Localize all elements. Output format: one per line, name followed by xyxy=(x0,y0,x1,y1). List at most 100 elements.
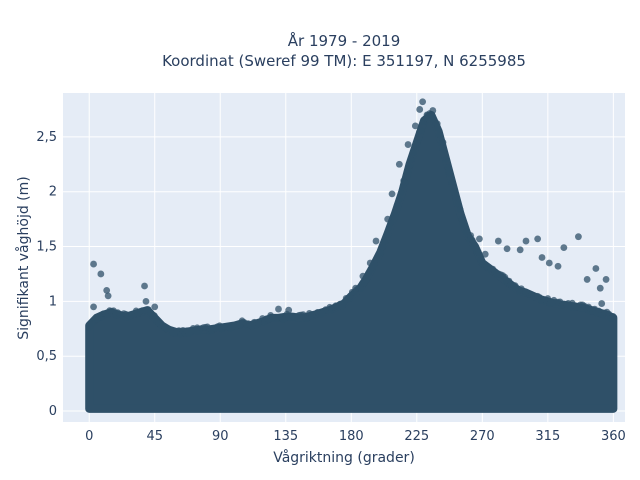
data-point xyxy=(545,259,553,267)
data-point xyxy=(141,282,148,290)
data-point xyxy=(86,324,93,331)
data-point xyxy=(471,242,478,249)
data-point xyxy=(352,284,360,292)
data-point xyxy=(481,250,489,258)
x-tick-label: 135 xyxy=(273,429,298,444)
x-axis-label: Vågriktning (grader) xyxy=(273,449,415,466)
data-point xyxy=(406,163,413,170)
data-point xyxy=(445,166,453,174)
data-point xyxy=(560,244,568,252)
data-point xyxy=(90,260,97,268)
data-point xyxy=(475,249,482,256)
data-point xyxy=(103,287,111,294)
data-point xyxy=(461,222,468,229)
data-point xyxy=(308,311,316,318)
data-point xyxy=(448,179,456,186)
x-tick-label: 0 xyxy=(85,429,93,444)
data-point xyxy=(403,168,411,175)
data-point xyxy=(410,149,417,156)
data-point xyxy=(598,300,606,307)
data-point xyxy=(388,190,396,198)
data-point xyxy=(423,111,431,119)
data-point xyxy=(357,284,364,292)
data-point xyxy=(429,107,437,114)
data-points xyxy=(85,98,618,413)
y-tick-label: 2,5 xyxy=(36,130,57,145)
data-point xyxy=(379,243,386,251)
data-point xyxy=(97,270,105,278)
data-point xyxy=(609,312,617,320)
x-tick-label: 360 xyxy=(601,429,626,444)
data-point xyxy=(411,122,419,130)
data-point xyxy=(377,249,384,256)
data-point xyxy=(275,305,282,313)
chart-title-line2: Koordinat (Sweref 99 TM): E 351197, N 62… xyxy=(162,52,526,70)
x-axis-ticks: 0 45 90 135 180 225 270 315 360 xyxy=(85,429,626,444)
data-point xyxy=(596,284,604,292)
data-point xyxy=(442,155,450,163)
data-point xyxy=(90,303,97,311)
x-tick-label: 90 xyxy=(212,429,229,444)
data-point xyxy=(534,235,542,243)
data-point xyxy=(476,235,483,243)
data-point xyxy=(142,297,150,305)
chart-title-line1: År 1979 - 2019 xyxy=(288,31,401,50)
data-point xyxy=(433,120,441,128)
data-point xyxy=(372,237,380,245)
y-tick-label: 1,5 xyxy=(36,240,57,255)
data-point xyxy=(385,224,393,232)
data-point xyxy=(151,303,159,311)
data-point xyxy=(366,259,374,267)
data-point xyxy=(456,206,464,213)
y-tick-label: 0 xyxy=(49,404,57,419)
data-point xyxy=(544,295,552,302)
x-tick-label: 180 xyxy=(339,429,364,444)
data-point xyxy=(419,98,427,106)
data-point xyxy=(454,200,462,208)
data-point xyxy=(418,127,425,134)
data-point xyxy=(400,177,408,185)
data-point xyxy=(381,237,388,245)
data-point xyxy=(151,312,158,319)
data-point xyxy=(436,131,444,139)
data-point xyxy=(592,265,600,272)
data-point xyxy=(416,106,424,113)
data-point xyxy=(602,276,610,283)
data-point xyxy=(414,138,421,146)
y-axis-label: Signifikant våghöjd (m) xyxy=(15,176,32,339)
data-point xyxy=(554,262,562,270)
data-point xyxy=(494,237,502,245)
data-point xyxy=(522,237,530,245)
y-tick-label: 2 xyxy=(49,185,57,200)
x-tick-label: 45 xyxy=(146,429,163,444)
data-point xyxy=(467,232,475,239)
data-point xyxy=(395,195,403,203)
data-point xyxy=(384,215,392,223)
x-tick-label: 225 xyxy=(404,429,429,444)
data-point xyxy=(404,141,412,148)
data-point xyxy=(458,215,466,223)
data-point xyxy=(391,211,399,218)
data-point xyxy=(439,138,447,146)
data-point xyxy=(583,276,591,283)
data-point xyxy=(575,233,582,241)
x-tick-label: 270 xyxy=(470,429,495,444)
data-point xyxy=(538,254,546,261)
data-point xyxy=(397,189,405,196)
data-point xyxy=(501,273,509,281)
data-point xyxy=(285,306,293,314)
data-point xyxy=(503,245,511,253)
y-axis-ticks: 0 0,5 1 1,5 2 2,5 xyxy=(36,130,57,419)
y-tick-label: 1 xyxy=(49,294,57,309)
data-point xyxy=(452,193,460,201)
data-point xyxy=(359,272,367,280)
data-point xyxy=(408,156,415,163)
data-point xyxy=(393,201,401,209)
data-point xyxy=(104,292,112,300)
data-point xyxy=(516,246,524,254)
data-point xyxy=(383,231,391,238)
x-tick-label: 315 xyxy=(535,429,560,444)
data-point xyxy=(395,160,403,168)
y-tick-label: 0,5 xyxy=(36,349,57,364)
